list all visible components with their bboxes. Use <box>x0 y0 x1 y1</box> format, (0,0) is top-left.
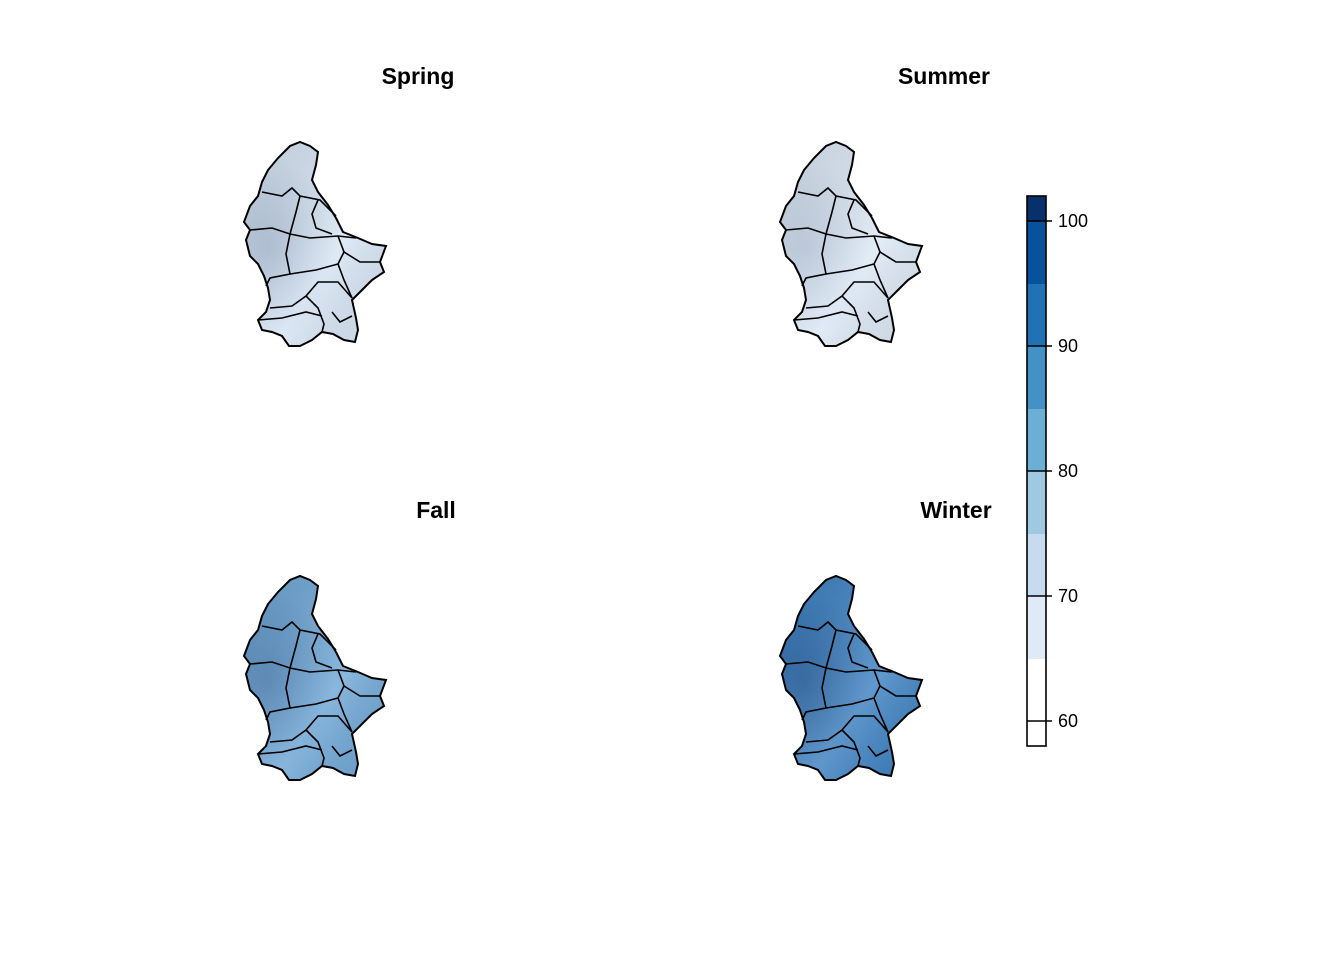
legend-tick-label: 60 <box>1058 711 1078 731</box>
map-fall <box>244 576 386 780</box>
legend-swatch <box>1027 659 1046 747</box>
legend-swatch <box>1027 284 1046 347</box>
legend-tick-label: 70 <box>1058 586 1078 606</box>
map-winter <box>780 576 922 780</box>
map-summer <box>780 142 922 346</box>
panel-title-spring: Spring <box>382 63 455 89</box>
legend-tick-label: 80 <box>1058 461 1078 481</box>
panel-title-fall: Fall <box>416 497 456 523</box>
color-legend: 60 70 80 90 100 <box>1027 196 1088 747</box>
legend-swatch <box>1027 596 1046 659</box>
panel-summer: Summer <box>780 63 990 346</box>
panel-title-winter: Winter <box>920 497 991 523</box>
map-spring <box>244 142 386 346</box>
panel-spring: Spring <box>244 63 454 346</box>
legend-swatch <box>1027 534 1046 597</box>
legend-swatch <box>1027 196 1046 222</box>
legend-tick-label: 90 <box>1058 336 1078 356</box>
legend-swatch <box>1027 221 1046 284</box>
panel-winter: Winter <box>780 497 992 780</box>
legend-swatch <box>1027 346 1046 409</box>
legend-swatch <box>1027 409 1046 472</box>
panel-title-summer: Summer <box>898 63 990 89</box>
legend-tick-label: 100 <box>1058 211 1088 231</box>
panel-fall: Fall <box>244 497 456 780</box>
legend-swatch <box>1027 471 1046 534</box>
